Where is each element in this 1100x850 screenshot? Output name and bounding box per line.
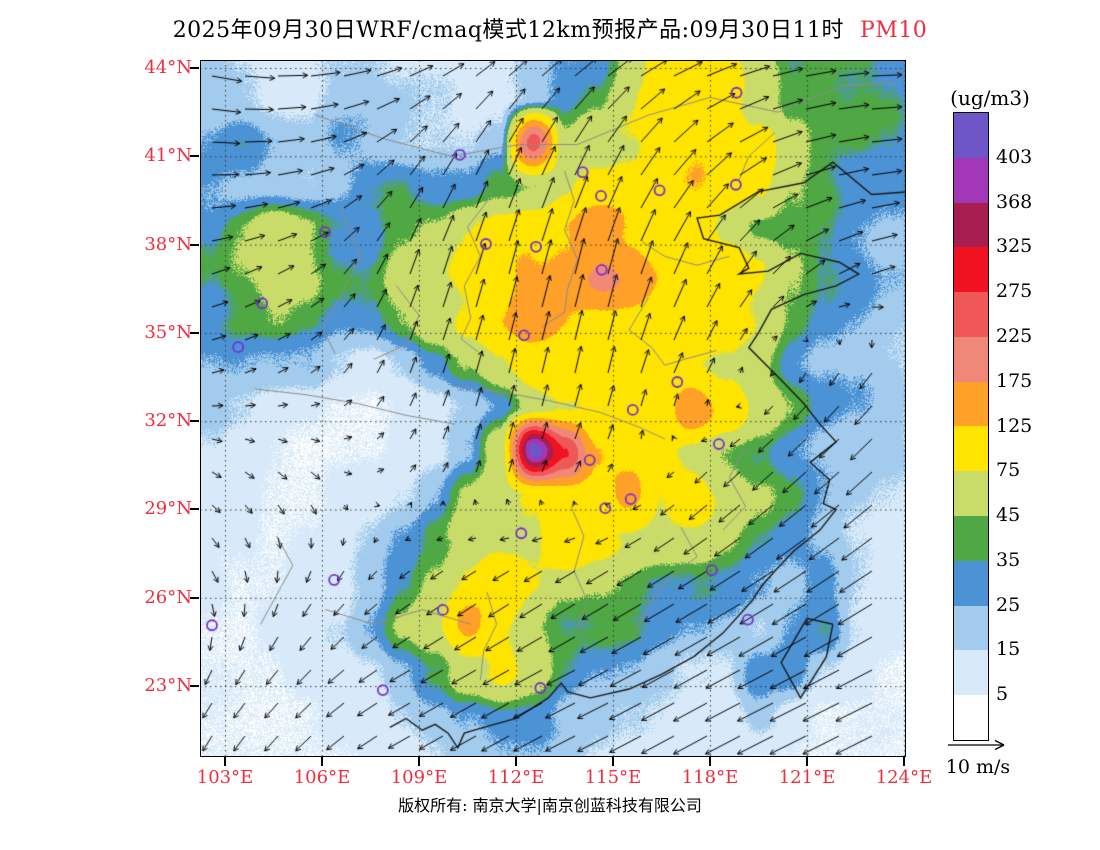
lat-axis-label: 41°N: [144, 145, 192, 167]
colorbar: [953, 112, 989, 741]
colorbar-tick-label: 25: [996, 593, 1021, 616]
lon-axis-label: 109°E: [390, 767, 448, 788]
lon-axis-label: 118°E: [681, 767, 739, 788]
colorbar-segment: [954, 247, 988, 293]
colorbar-tick-label: 225: [996, 324, 1033, 347]
colorbar-segment: [954, 336, 988, 382]
lat-tick: [190, 155, 199, 158]
lat-tick: [190, 685, 199, 688]
colorbar-tick-label: 5: [996, 683, 1009, 706]
colorbar-tick-label: 125: [996, 414, 1033, 437]
lat-axis-label: 32°N: [144, 410, 192, 432]
colorbar-tick-label: 45: [996, 504, 1021, 527]
wind-scale-label: 10 m/s: [945, 756, 1011, 778]
colorbar-segment: [954, 426, 988, 472]
lat-tick: [190, 508, 199, 511]
lon-axis-label: 124°E: [875, 767, 933, 788]
lon-tick: [514, 757, 517, 766]
colorbar-segment: [954, 202, 988, 248]
colorbar-segment: [954, 157, 988, 203]
lat-axis-label: 44°N: [144, 57, 192, 78]
lat-tick: [190, 420, 199, 423]
colorbar-unit-label: (ug/m3): [950, 86, 1030, 110]
lon-axis-label: 106°E: [293, 767, 351, 788]
lat-axis-label: 38°N: [144, 233, 192, 255]
colorbar-tick-label: 403: [996, 145, 1033, 168]
lat-axis-label: 26°N: [144, 586, 192, 608]
lon-tick: [708, 757, 711, 766]
colorbar-tick-label: 368: [996, 190, 1033, 213]
colorbar-segment: [954, 605, 988, 651]
lat-axis-label: 23°N: [144, 675, 192, 697]
colorbar-segment: [954, 516, 988, 561]
colorbar-segment: [954, 113, 988, 158]
wind-scale-arrow: [948, 739, 1005, 751]
colorbar-tick-label: 35: [996, 548, 1021, 571]
lon-axis-label: 103°E: [196, 767, 254, 788]
colorbar-tick-label: 175: [996, 369, 1033, 392]
lat-tick: [190, 243, 199, 246]
lat-tick: [190, 67, 199, 69]
lon-axis-label: 121°E: [778, 767, 836, 788]
colorbar-tick-label: 75: [996, 459, 1021, 482]
colorbar-segment: [954, 381, 988, 427]
colorbar-segment: [954, 695, 988, 740]
lon-tick: [611, 757, 614, 766]
pollutant-label: PM10: [859, 18, 928, 43]
lon-tick: [417, 757, 420, 766]
page-title: 2025年09月30日WRF/cmaq模式12km预报产品:09月30日11时 P…: [0, 12, 1100, 44]
colorbar-segment: [954, 650, 988, 696]
lon-axis-label: 112°E: [487, 767, 545, 788]
lon-tick: [224, 757, 226, 766]
colorbar-tick-label: 275: [996, 280, 1033, 303]
pm10-forecast-map: [200, 60, 906, 757]
lon-tick: [805, 757, 808, 766]
lat-axis-label: 35°N: [144, 321, 192, 343]
lat-axis-label: 29°N: [144, 498, 192, 520]
lon-axis-label: 115°E: [584, 767, 642, 788]
lat-tick: [190, 596, 199, 599]
colorbar-segment: [954, 471, 988, 517]
forecast-title-text: 2025年09月30日WRF/cmaq模式12km预报产品:09月30日11时: [172, 18, 844, 43]
colorbar-tick-label: 325: [996, 235, 1033, 258]
lat-tick: [190, 331, 199, 334]
copyright-text: 版权所有: 南京大学|南京创蓝科技有限公司: [398, 796, 702, 815]
colorbar-tick-label: 15: [996, 638, 1021, 661]
lon-tick: [902, 757, 905, 766]
colorbar-segment: [954, 560, 988, 606]
colorbar-segment: [954, 292, 988, 337]
lon-tick: [320, 757, 323, 766]
